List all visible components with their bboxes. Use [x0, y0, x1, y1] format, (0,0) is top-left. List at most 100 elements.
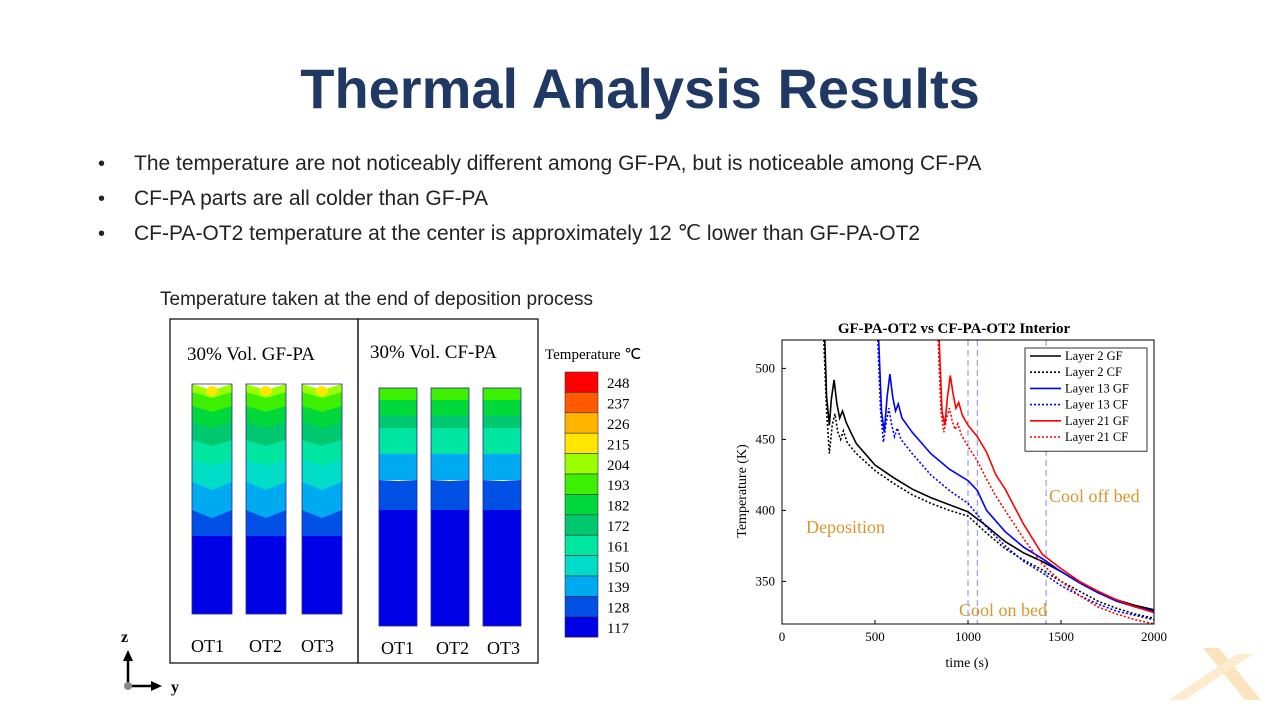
- legend-swatch: [564, 494, 599, 516]
- legend-box: [1024, 347, 1148, 452]
- z-arrowhead: [123, 650, 133, 661]
- y-tick-label: 450: [756, 431, 776, 446]
- contour-band: [431, 400, 469, 416]
- legend-value: 215: [607, 437, 630, 453]
- x-tick-label: 2000: [1141, 629, 1167, 644]
- contour-band: [483, 400, 521, 416]
- bar-outline: [378, 387, 418, 627]
- bar-outline: [482, 387, 522, 627]
- logo-stroke-a: [1203, 648, 1261, 700]
- contour-band: [431, 428, 469, 454]
- series-line: [877, 339, 1155, 612]
- gf-label-ot1: OT1: [191, 636, 224, 656]
- contour-band: [246, 536, 286, 614]
- bullet-item: The temperature are not noticeably diffe…: [98, 150, 981, 185]
- x-tick-label: 0: [779, 629, 786, 644]
- series-line: [937, 339, 1155, 625]
- contour-band: [379, 416, 417, 428]
- annotation-cool-off-bed: Cool off bed: [1049, 486, 1140, 506]
- cf-bar-3: [482, 387, 522, 627]
- legend-swatch: [564, 575, 599, 597]
- chart-title: GF-PA-OT2 vs CF-PA-OT2 Interior: [838, 321, 1071, 337]
- cf-panel-title: 30% Vol. CF-PA: [370, 342, 497, 363]
- cf-label-ot2: OT2: [436, 638, 469, 658]
- contour-band: [379, 400, 417, 416]
- contour-band: [483, 416, 521, 428]
- legend-swatch: [564, 392, 599, 414]
- x-tick-label: 1000: [955, 629, 981, 644]
- contour-band: [379, 388, 417, 400]
- x-tick-label: 500: [865, 629, 885, 644]
- figure-caption: Temperature taken at the end of depositi…: [160, 289, 594, 310]
- legend-swatch: [564, 432, 599, 454]
- contour-band: [483, 428, 521, 454]
- brand-logo: [1169, 648, 1261, 700]
- cf-label-ot3: OT3: [487, 638, 520, 658]
- series-line: [938, 339, 1155, 614]
- contour-band: [431, 416, 469, 428]
- cf-panel-frame: [357, 318, 539, 664]
- color-legend: 248 237 226 215 204 193 182 172 161 150 139 128 117: [564, 371, 630, 638]
- hot-spot: [206, 386, 218, 396]
- contour-band: [431, 388, 469, 400]
- legend-entry: Layer 13 GF: [1065, 381, 1129, 395]
- legend-value: 172: [607, 519, 630, 535]
- contour-band: [379, 428, 417, 454]
- legend-value: 128: [607, 601, 630, 617]
- y-axis-label: y: [171, 679, 179, 696]
- axis-triad: z y: [121, 629, 179, 696]
- x-axis-label: time (s): [945, 656, 988, 671]
- hot-spot: [316, 386, 328, 396]
- bullet-item: CF-PA-OT2 temperature at the center is a…: [98, 220, 981, 255]
- series-line: [823, 339, 1155, 620]
- y-axis-label: Temperature (K): [735, 444, 750, 538]
- legend-entry: Layer 21 CF: [1065, 430, 1128, 444]
- contour-band: [483, 510, 521, 626]
- origin-dot: [124, 682, 132, 690]
- y-tick-label: 350: [756, 573, 776, 588]
- contour-band: [431, 454, 469, 480]
- legend-swatch: [564, 371, 599, 393]
- legend-swatch: [564, 412, 599, 434]
- z-axis-label: z: [121, 629, 128, 646]
- legend-value: 139: [607, 580, 630, 596]
- logo-stroke-b: [1169, 654, 1253, 700]
- bar-outline: [430, 387, 470, 627]
- legend-entry: Layer 2 GF: [1065, 349, 1123, 363]
- temperature-line-chart: GF-PA-OT2 vs CF-PA-OT2 Interior 0 500 1000…: [735, 321, 1167, 671]
- legend-entry: Layer 13 CF: [1065, 398, 1128, 412]
- chart-legend: Layer 2 GF Layer 2 CF Layer 13 GF Layer 13 …: [1024, 347, 1148, 452]
- annotation-deposition: Deposition: [806, 517, 885, 537]
- bar-outline: [301, 383, 343, 615]
- bar-outline: [191, 383, 233, 615]
- cf-bar-2: [430, 387, 470, 627]
- hot-spot: [260, 386, 272, 396]
- bar-outline: [245, 383, 287, 615]
- legend-swatch: [564, 616, 599, 638]
- annotation-cool-on-bed: Cool on bed: [959, 600, 1047, 620]
- legend-value: 248: [607, 376, 630, 392]
- contour-band: [379, 480, 417, 512]
- legend-swatch: [564, 596, 599, 618]
- legend-value: 161: [607, 539, 630, 555]
- slide-title: Thermal Analysis Results: [300, 57, 980, 120]
- series-line: [877, 339, 1155, 621]
- contour-band: [302, 536, 342, 614]
- gf-bar-3: [301, 383, 343, 615]
- gf-bar-2: [245, 383, 287, 615]
- legend-swatch: [564, 514, 599, 536]
- legend-swatch: [564, 473, 599, 495]
- y-tick-label: 400: [756, 502, 776, 517]
- gf-label-ot3: OT3: [301, 636, 334, 656]
- bullet-list: The temperature are not noticeably diffe…: [98, 150, 981, 255]
- y-tick-label: 500: [756, 360, 776, 375]
- legend-entry: Layer 21 GF: [1065, 414, 1129, 428]
- contour-bars: [191, 383, 522, 627]
- contour-band: [192, 460, 232, 494]
- legend-title: Temperature ℃: [545, 347, 641, 363]
- gf-bar-1: [191, 383, 233, 615]
- contour-band: [431, 480, 469, 512]
- contour-band: [431, 510, 469, 626]
- contour-band: [483, 388, 521, 400]
